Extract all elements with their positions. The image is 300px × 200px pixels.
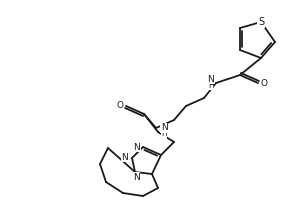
- Text: S: S: [258, 17, 264, 27]
- Text: O: O: [260, 78, 268, 88]
- Text: N: N: [208, 74, 214, 84]
- Text: H: H: [161, 130, 167, 138]
- Text: H: H: [208, 80, 214, 90]
- Text: O: O: [116, 100, 124, 110]
- Text: N: N: [122, 152, 128, 162]
- Text: N: N: [133, 172, 140, 182]
- Text: N: N: [134, 142, 140, 152]
- Text: N: N: [160, 123, 167, 132]
